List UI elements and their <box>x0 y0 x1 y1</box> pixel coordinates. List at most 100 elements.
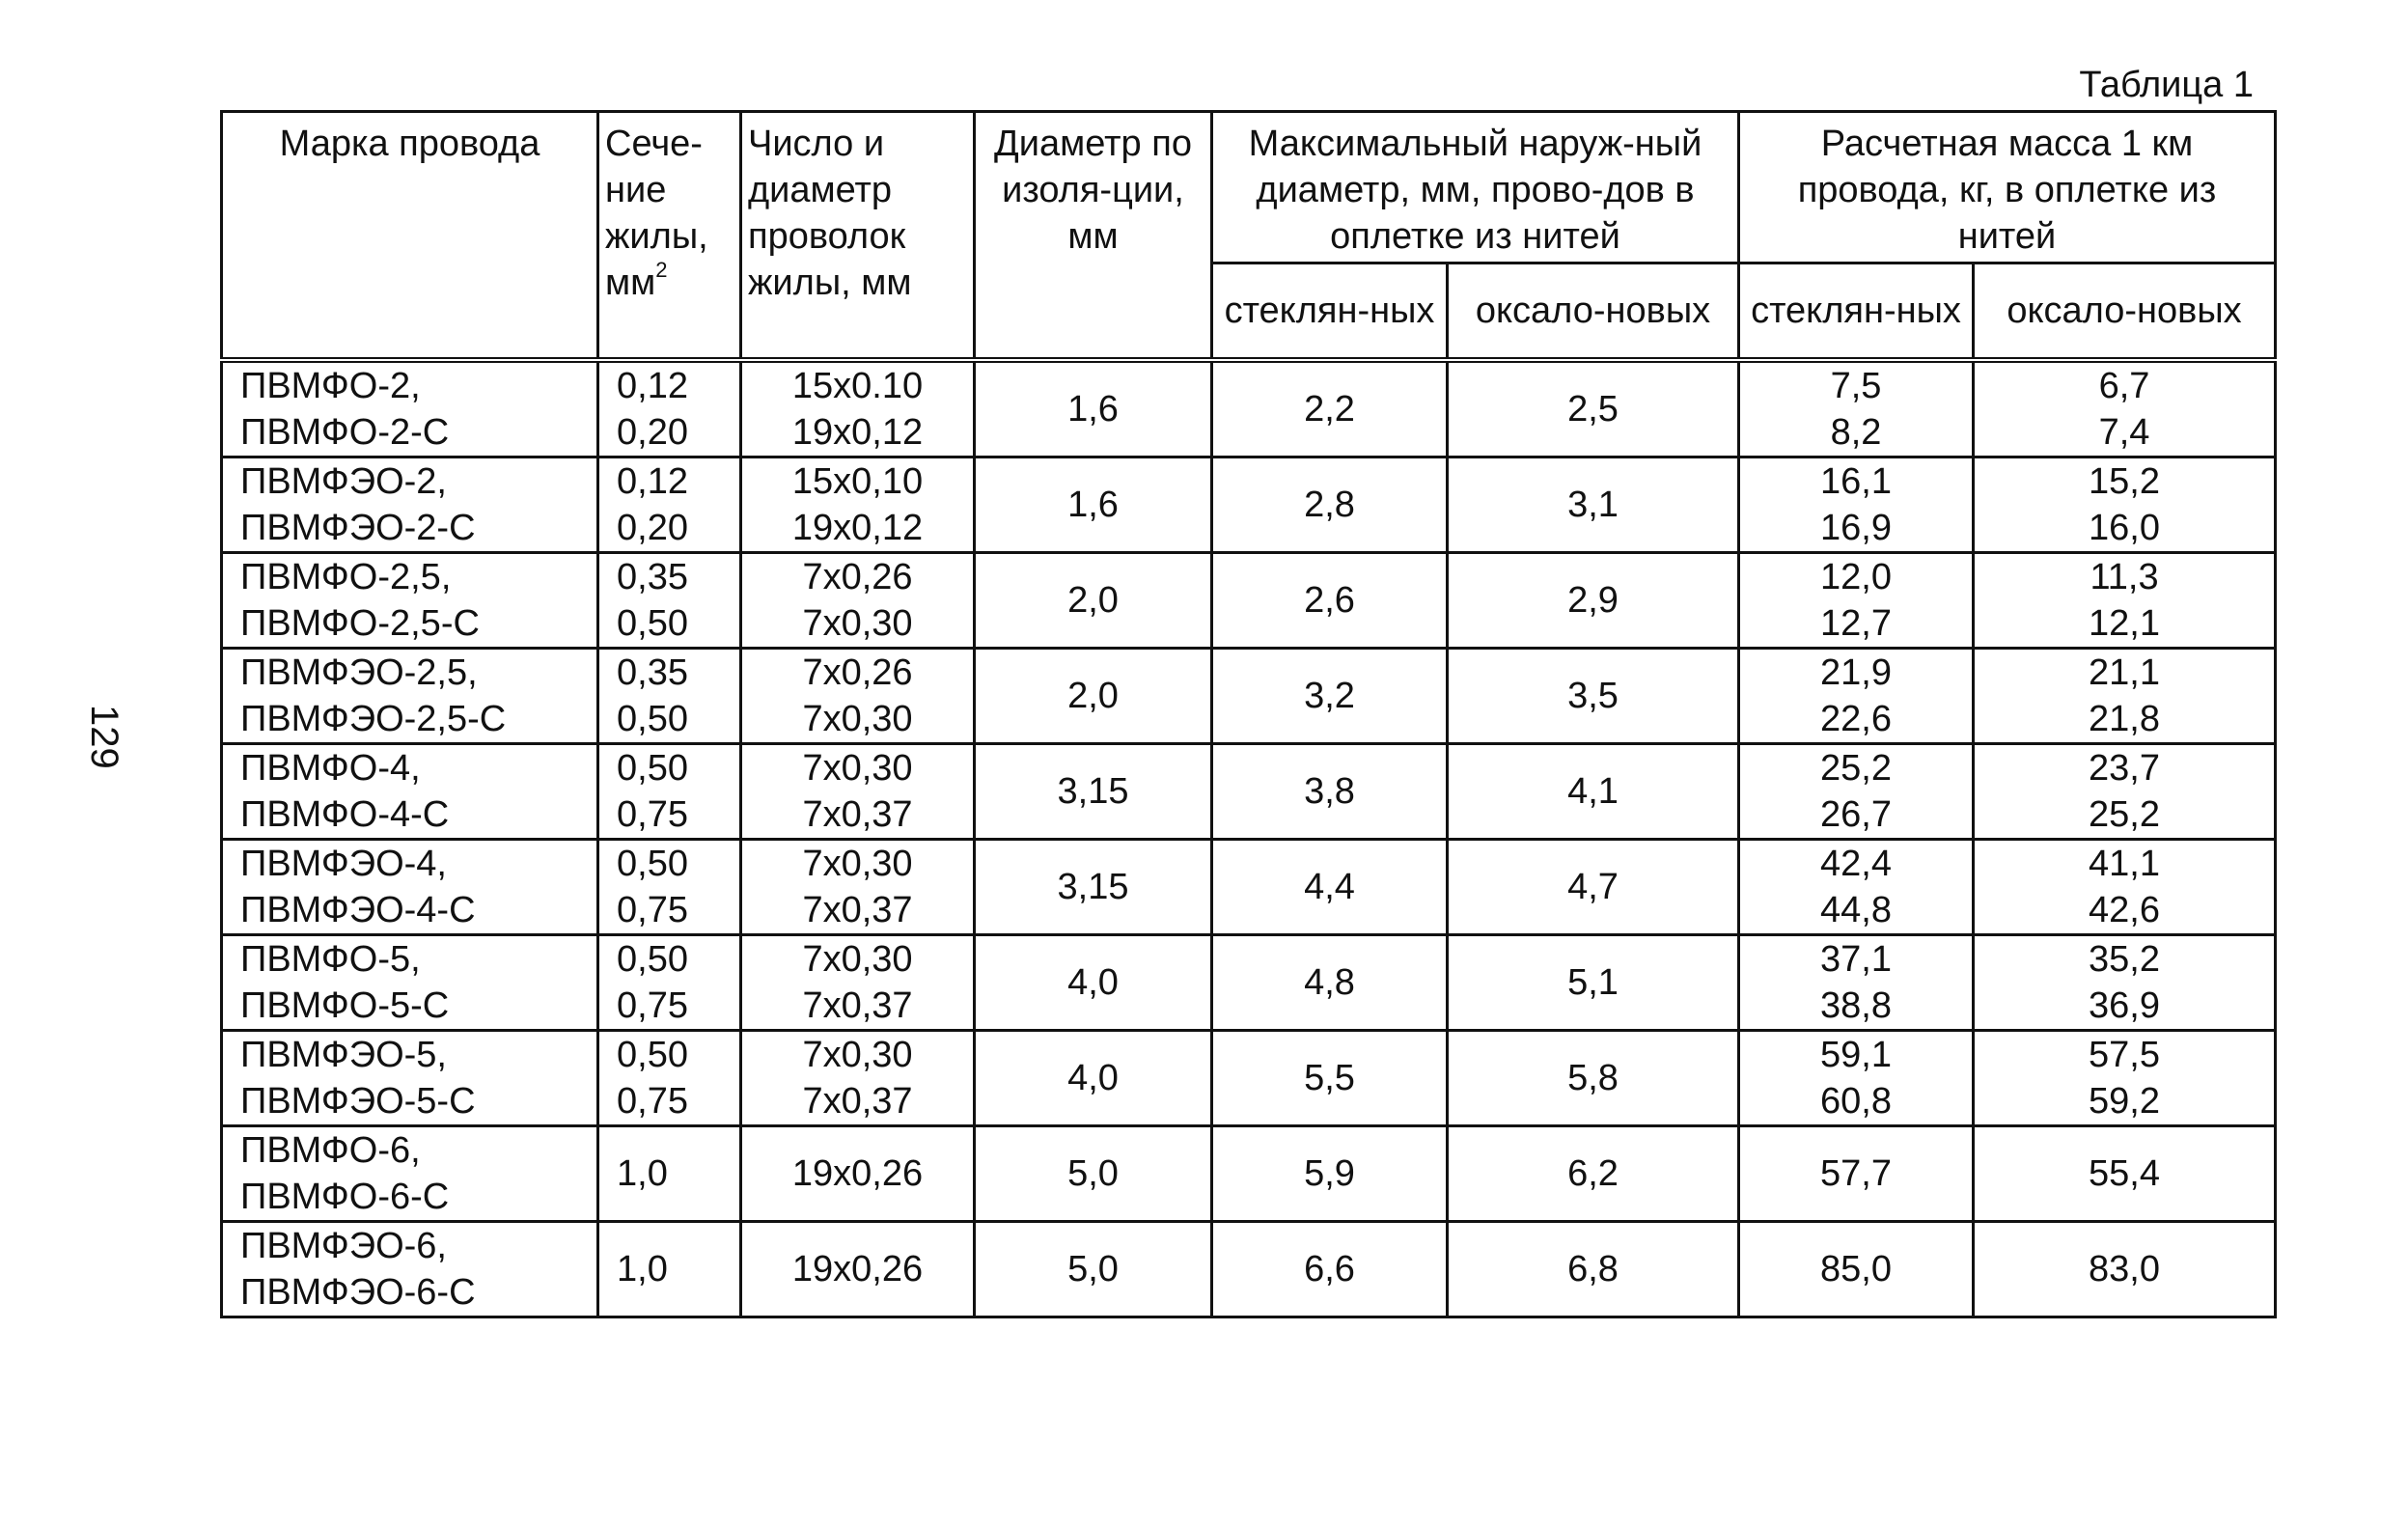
table-row: ПВМФО-4, ПВМФО-4-С 0,50 0,75 7х0,30 7х0,37 3,1… <box>220 742 2278 841</box>
cell-section-line: 0,50 <box>617 1035 688 1075</box>
cell-mark-line: ПВМФЭО-2,5, <box>240 652 478 693</box>
cell-mass-oxalon: 57,5 59,2 <box>1971 1029 2278 1127</box>
cell-section: 0,50 0,75 <box>596 933 742 1032</box>
cell-section-line: 0,50 <box>617 748 688 789</box>
cell-mark-line: ПВМФЭО-6-С <box>240 1272 476 1313</box>
cell-wires-line: 19х0,26 <box>791 1249 924 1289</box>
cell-diam-oxalon: 5,1 <box>1446 933 1740 1032</box>
cell-wires-line: 7х0,30 <box>802 939 913 980</box>
cell-diam-glass: 3,8 <box>1210 742 1449 841</box>
cell-diam-oxalon: 2,5 <box>1446 358 1740 458</box>
cell-section-line: 1,0 <box>617 1153 668 1194</box>
cell-mark-line: ПВМФО-2-С <box>240 412 450 453</box>
table-row: ПВМФО-5, ПВМФО-5-С 0,50 0,75 7х0,30 7х0,37 4,0… <box>220 933 2278 1032</box>
table-row: ПВМФЭО-6, ПВМФЭО-6-С 1,0 19х0,26 5,0 6,6 6,8 85… <box>220 1220 2278 1318</box>
cell-wires-line: 7х0,26 <box>802 557 913 597</box>
header-mark: Марка провода <box>220 110 599 362</box>
cell-mass-oxalon: 15,2 16,0 <box>1971 456 2278 554</box>
cell-mass-glass-line: 12,0 <box>1820 557 1892 597</box>
cell-insulation: 4,0 <box>973 933 1213 1032</box>
cell-mark: ПВМФО-4, ПВМФО-4-С <box>220 742 599 841</box>
cell-mass-oxalon: 23,7 25,2 <box>1971 742 2278 841</box>
cell-mark: ПВМФО-2, ПВМФО-2-С <box>220 358 599 458</box>
cell-diam-oxalon: 3,1 <box>1446 456 1740 554</box>
cell-wires: 19х0,26 <box>739 1124 976 1223</box>
cell-mass-oxalon-line: 25,2 <box>2089 794 2160 835</box>
cell-mass-glass: 7,5 8,2 <box>1737 358 1975 458</box>
table-row: ПВМФЭО-2,5, ПВМФЭО-2,5-С 0,35 0,50 7х0,26 7х0… <box>220 647 2278 745</box>
cell-mass-glass-line: 26,7 <box>1820 794 1892 835</box>
cell-wires-line: 7х0,30 <box>802 603 913 644</box>
cell-diam-glass: 5,5 <box>1210 1029 1449 1127</box>
cell-mass-oxalon-line: 35,2 <box>2089 939 2160 980</box>
cell-mass-oxalon-line: 41,1 <box>2089 844 2160 884</box>
cell-diam-oxalon: 5,8 <box>1446 1029 1740 1127</box>
cell-mark-line: ПВМФО-6, <box>240 1130 421 1171</box>
cell-mass-oxalon-line: 12,1 <box>2089 603 2160 644</box>
wire-spec-table: Марка провода Сече-ние жилы, мм2 Число и… <box>220 110 2278 1318</box>
cell-mass-glass-line: 21,9 <box>1820 652 1892 693</box>
table-header: Марка провода Сече-ние жилы, мм2 Число и… <box>220 110 2278 362</box>
cell-section: 0,50 0,75 <box>596 742 742 841</box>
header-section: Сече-ние жилы, мм2 <box>596 110 742 362</box>
cell-mass-glass-line: 16,9 <box>1820 508 1892 548</box>
cell-wires-line: 19х0,12 <box>791 412 924 453</box>
cell-section: 1,0 <box>596 1220 742 1318</box>
header-mass: Расчетная масса 1 км провода, кг, в опле… <box>1736 110 2278 264</box>
cell-mark: ПВМФЭО-5, ПВМФЭО-5-С <box>220 1029 599 1127</box>
cell-wires: 7х0,30 7х0,37 <box>739 1029 976 1127</box>
cell-mass-oxalon-line: 36,9 <box>2089 985 2160 1026</box>
cell-mass-oxalon-line: 15,2 <box>2089 461 2160 502</box>
cell-section-line: 0,35 <box>617 652 688 693</box>
cell-mark-line: ПВМФО-5, <box>240 939 421 980</box>
cell-diam-oxalon: 6,8 <box>1446 1220 1740 1318</box>
cell-wires-line: 15х0,10 <box>791 461 924 502</box>
cell-section-line: 0,50 <box>617 699 688 739</box>
table-row: ПВМФЭО-2, ПВМФЭО-2-С 0,12 0,20 15х0,10 19х0,1… <box>220 456 2278 554</box>
cell-mark-line: ПВМФЭО-6, <box>240 1226 447 1266</box>
header-diam-oxalon: оксало-новых <box>1446 262 1740 362</box>
cell-section: 0,35 0,50 <box>596 551 742 650</box>
cell-section-line: 1,0 <box>617 1249 668 1289</box>
cell-mass-glass: 16,1 16,9 <box>1737 456 1975 554</box>
cell-mass-oxalon: 55,4 <box>1971 1124 2278 1223</box>
cell-mark-line: ПВМФО-2,5, <box>240 557 452 597</box>
cell-mark-line: ПВМФЭО-5-С <box>240 1081 476 1122</box>
cell-mass-glass: 37,1 38,8 <box>1737 933 1975 1032</box>
cell-section-line: 0,35 <box>617 557 688 597</box>
cell-wires: 15х0.10 19х0,12 <box>739 358 976 458</box>
cell-mass-glass-line: 22,6 <box>1820 699 1892 739</box>
cell-section-line: 0,75 <box>617 1081 688 1122</box>
cell-section: 0,50 0,75 <box>596 838 742 936</box>
cell-mark-line: ПВМФЭО-2, <box>240 461 447 502</box>
cell-insulation: 4,0 <box>973 1029 1213 1127</box>
cell-diam-oxalon: 2,9 <box>1446 551 1740 650</box>
cell-mass-glass: 21,9 22,6 <box>1737 647 1975 745</box>
header-diam-glass: стеклян-ных <box>1210 262 1449 362</box>
cell-mass-glass-line: 59,1 <box>1820 1035 1892 1075</box>
cell-section: 0,12 0,20 <box>596 456 742 554</box>
cell-section: 0,35 0,50 <box>596 647 742 745</box>
cell-mass-oxalon-line: 23,7 <box>2089 748 2160 789</box>
cell-mark: ПВМФЭО-6, ПВМФЭО-6-С <box>220 1220 599 1318</box>
cell-mass-oxalon: 35,2 36,9 <box>1971 933 2278 1032</box>
cell-wires-line: 7х0,37 <box>802 794 913 835</box>
cell-mark-line: ПВМФО-6-С <box>240 1177 450 1217</box>
cell-mass-oxalon-line: 6,7 <box>2098 366 2150 406</box>
cell-mark-line: ПВМФЭО-4, <box>240 844 447 884</box>
cell-section-line: 0,50 <box>617 939 688 980</box>
cell-mass-oxalon: 41,1 42,6 <box>1971 838 2278 936</box>
cell-wires-line: 15х0.10 <box>791 366 924 406</box>
cell-mark-line: ПВМФЭО-5, <box>240 1035 447 1075</box>
header-mass-oxalon: оксало-новых <box>1971 262 2278 362</box>
cell-section: 0,50 0,75 <box>596 1029 742 1127</box>
cell-section-line: 0,50 <box>617 603 688 644</box>
cell-wires-line: 19х0,26 <box>791 1153 924 1194</box>
cell-mark: ПВМФО-5, ПВМФО-5-С <box>220 933 599 1032</box>
cell-mass-glass: 59,1 60,8 <box>1737 1029 1975 1127</box>
cell-wires: 7х0,30 7х0,37 <box>739 742 976 841</box>
cell-wires: 7х0,26 7х0,30 <box>739 551 976 650</box>
cell-section-line: 0,50 <box>617 844 688 884</box>
cell-diam-oxalon: 6,2 <box>1446 1124 1740 1223</box>
cell-mass-oxalon-line: 42,6 <box>2089 890 2160 930</box>
